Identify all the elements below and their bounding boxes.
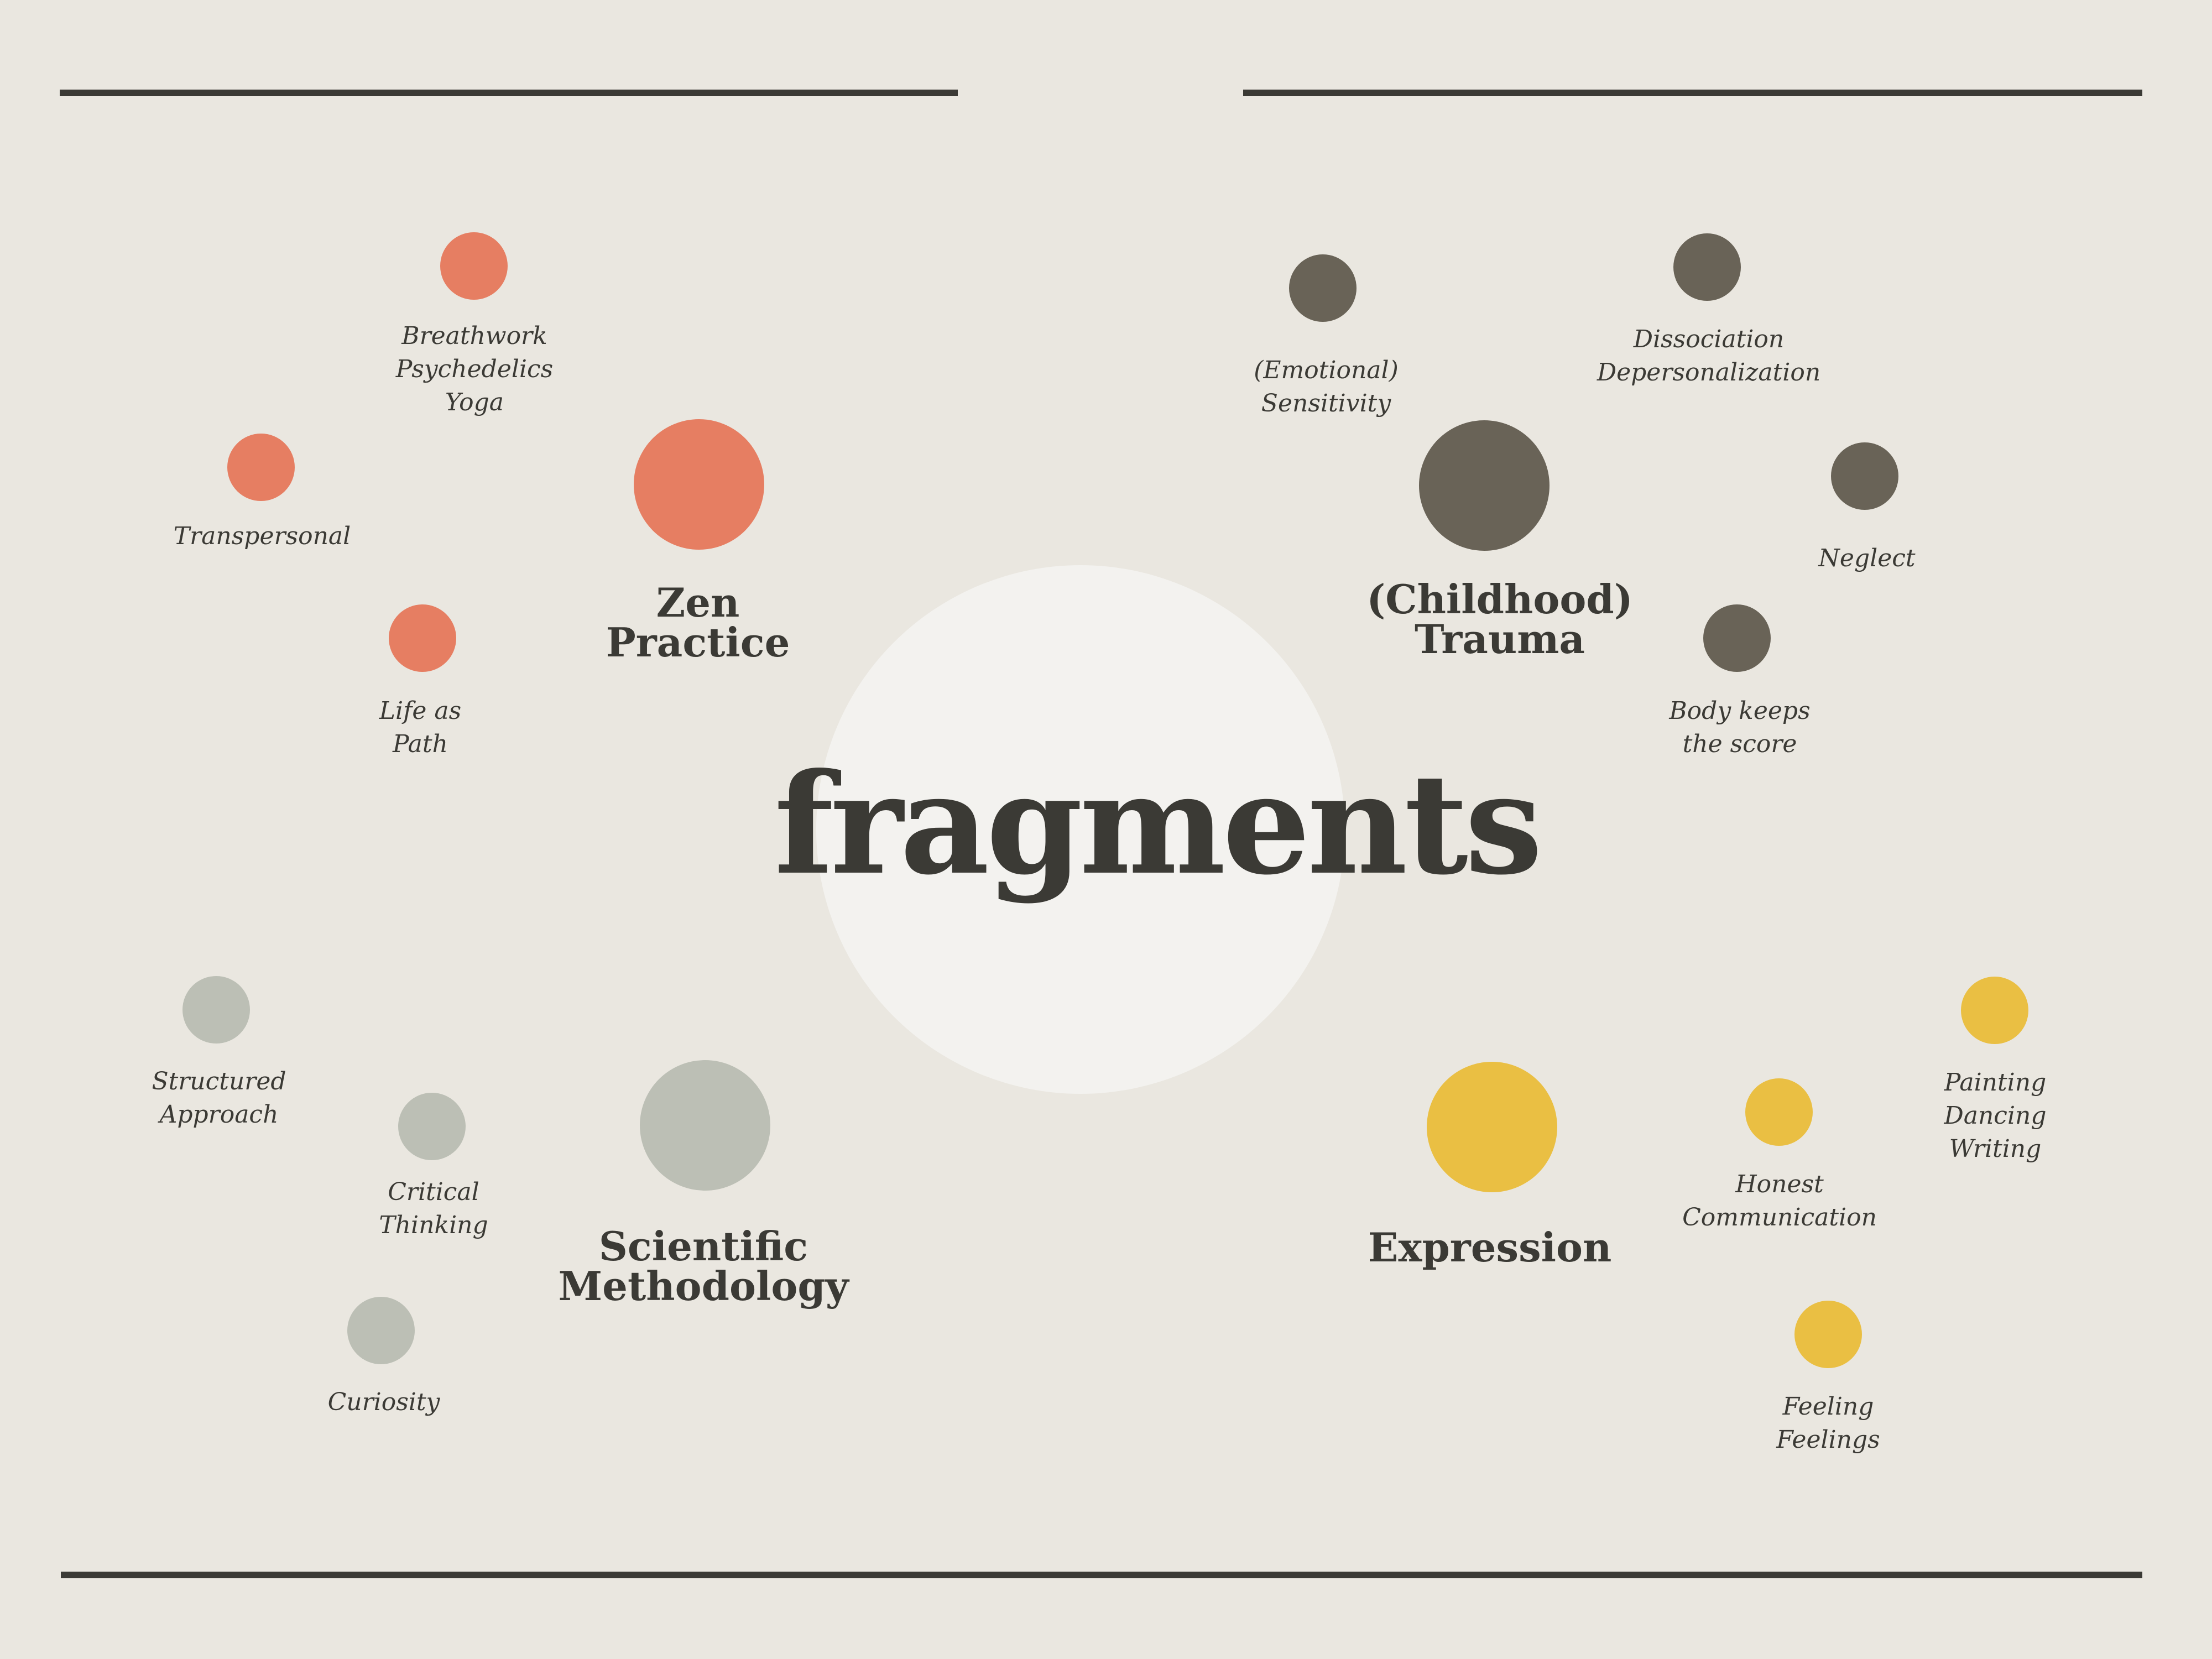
feeling-feelings-label: Feeling Feelings	[1776, 1392, 1880, 1454]
sensitivity-label: (Emotional) Sensitivity	[1254, 356, 1399, 418]
trauma-hub-node	[1419, 420, 1550, 551]
top-right-rule	[1243, 90, 2142, 96]
curiosity-label: Curiosity	[327, 1388, 440, 1416]
bottom-rule	[61, 1572, 2142, 1578]
critical-thinking-node	[398, 1093, 466, 1160]
life-as-path-label: Life as Path	[379, 697, 462, 758]
zen-hub-label: Zen Practice	[606, 579, 790, 666]
breathwork-label: Breathwork Psychedelics Yoga	[395, 322, 554, 416]
expression-hub-label: Expression	[1368, 1224, 1612, 1271]
expression-hub-node	[1427, 1062, 1557, 1192]
painting-node	[1961, 977, 2028, 1044]
honest-communication-label: Honest Communication	[1682, 1170, 1877, 1232]
honest-communication-node	[1745, 1078, 1813, 1146]
transpersonal-label: Transpersonal	[173, 522, 351, 550]
top-left-rule	[60, 90, 958, 96]
feeling-feelings-node	[1794, 1301, 1862, 1368]
sensitivity-node	[1289, 254, 1357, 322]
dissociation-node	[1673, 233, 1741, 301]
trauma-hub-label: (Childhood) Trauma	[1366, 576, 1633, 662]
zen-hub-node	[634, 419, 764, 550]
breathwork-node	[440, 232, 508, 300]
neglect-node	[1831, 442, 1898, 510]
neglect-label: Neglect	[1818, 544, 1916, 572]
critical-thinking-label: Critical Thinking	[379, 1178, 488, 1239]
structured-approach-label: Structured Approach	[152, 1067, 286, 1129]
life-as-path-node	[389, 604, 456, 672]
science-hub-node	[640, 1060, 770, 1191]
center-disc	[816, 565, 1345, 1094]
science-hub-label: Scientific Methodology	[558, 1223, 849, 1310]
curiosity-node	[347, 1297, 415, 1364]
body-keeps-score-label: Body keeps the score	[1669, 697, 1811, 758]
diagram-title: fragments	[774, 743, 1543, 905]
body-keeps-score-node	[1703, 604, 1771, 672]
dissociation-label: Dissociation Depersonalization	[1597, 325, 1821, 387]
transpersonal-node	[227, 434, 295, 501]
painting-label: Painting Dancing Writing	[1944, 1068, 2047, 1163]
structured-approach-node	[182, 976, 250, 1044]
